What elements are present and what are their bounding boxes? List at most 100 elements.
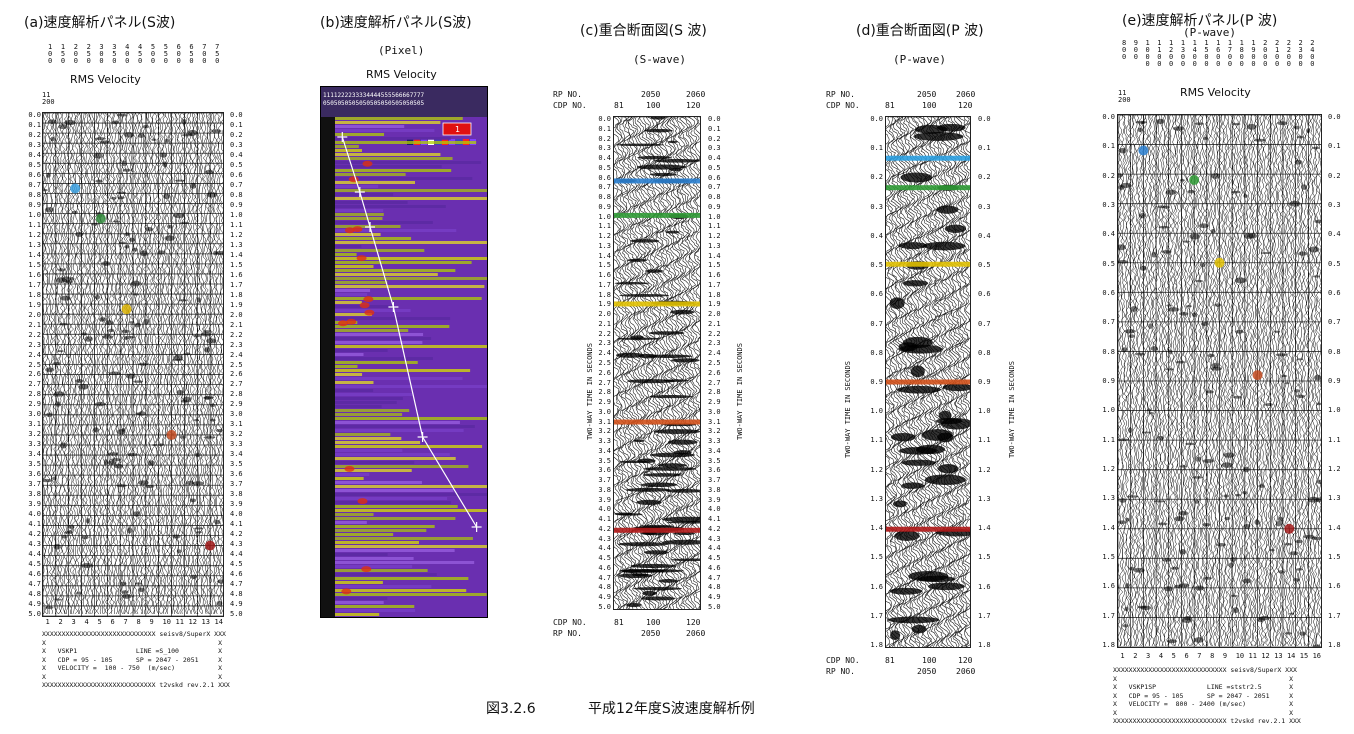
panel-e-semblance-blob xyxy=(1139,265,1147,271)
panel-a-time-right-tick: 1.5 xyxy=(230,260,243,269)
panel-d-reflector xyxy=(896,385,941,394)
panel-a-time-right-tick: 2.5 xyxy=(230,360,243,369)
panel-e-trace xyxy=(1311,115,1316,647)
panel-c-rp-label-bottom: RP NO. xyxy=(553,629,582,638)
panel-b-semblance-band xyxy=(335,537,473,540)
panel-e-trace xyxy=(1146,115,1151,646)
panel-b-semblance-band xyxy=(335,397,403,400)
panel-a-time-right-tick: 3.0 xyxy=(230,410,243,419)
panel-e-trace xyxy=(1176,115,1181,647)
panel-a-time-left-tick: 4.0 xyxy=(28,510,41,519)
panel-a-semblance-blob xyxy=(123,335,135,339)
panel-a-semblance-blob xyxy=(123,132,134,138)
panel-c-horizon xyxy=(614,419,700,425)
panel-a-semblance-blob xyxy=(145,484,155,489)
panel-a-trace xyxy=(123,113,128,615)
panel-d-reflector xyxy=(901,459,936,466)
panel-e-time-left-tick: 0.0 xyxy=(1102,113,1115,121)
panel-b-hotspot xyxy=(341,588,352,595)
panel-a-time-right-tick: 2.6 xyxy=(230,370,243,379)
panel-e-time-right-tick: 1.2 xyxy=(1328,465,1341,473)
panel-a-trace xyxy=(200,113,205,615)
panel-e-trace xyxy=(1246,115,1250,647)
panel-e-bottom-tick: 15 xyxy=(1299,652,1309,660)
panel-e-trace xyxy=(1178,115,1183,647)
panel-e-semblance-blob xyxy=(1284,632,1293,635)
panel-d-reflector xyxy=(938,410,952,421)
panel-b-semblance-band xyxy=(335,405,382,408)
panel-a-semblance-blob xyxy=(67,530,73,534)
panel-a-semblance-blob xyxy=(151,138,157,141)
panel-b-semblance-band xyxy=(335,549,455,552)
panel-a-trace xyxy=(162,113,167,615)
panel-b-semblance-band xyxy=(335,269,456,272)
panel-b-semblance-band xyxy=(335,533,394,536)
panel-c-time-right-tick: 1.9 xyxy=(708,300,721,309)
panel-c-reflector xyxy=(661,539,700,545)
panel-a-time-left-tick: 0.4 xyxy=(28,150,41,159)
panel-c-reflector xyxy=(630,563,676,569)
panel-a-time-left-tick: 3.8 xyxy=(28,490,41,499)
panel-a-time-right-tick: 4.5 xyxy=(230,560,243,569)
panel-b-semblance-band xyxy=(335,365,358,368)
panel-a-semblance-blob xyxy=(193,419,200,422)
panel-e-semblance-blob xyxy=(1232,607,1239,614)
panel-a-time-left-tick: 3.9 xyxy=(28,500,41,509)
panel-e-semblance-blob xyxy=(1128,427,1133,434)
panel-b-semblance-band xyxy=(335,441,421,444)
panel-d-cdp-tick-81-top: 81 xyxy=(885,101,895,110)
panel-b-semblance-band xyxy=(335,253,357,256)
panel-c-rp-label-top: RP NO. xyxy=(553,90,582,99)
panel-d-horizon xyxy=(886,379,970,385)
panel-c-reflector xyxy=(630,239,660,243)
panel-a-time-right-tick: 2.9 xyxy=(230,400,243,409)
panel-e-semblance-blob xyxy=(1189,233,1201,240)
panel-e-semblance-blob xyxy=(1246,123,1257,130)
panel-e-time-left-tick: 0.1 xyxy=(1102,142,1115,151)
panel-e-velocity-pick xyxy=(1284,523,1295,534)
panel-a-semblance-blob xyxy=(213,250,218,256)
panel-a-time-right-tick: 0.5 xyxy=(230,160,243,169)
panel-a-time-right-tick: 0.8 xyxy=(230,190,243,199)
panel-c-reflector xyxy=(643,473,683,477)
panel-a-semblance-blob xyxy=(105,320,113,326)
panel-a-time-right-tick: 3.4 xyxy=(230,450,243,459)
panel-c-time-left-tick: 3.3 xyxy=(598,437,611,446)
panel-a-time-right-tick: 3.2 xyxy=(230,430,243,439)
panel-a-time-right-tick: 3.8 xyxy=(230,490,243,499)
panel-e-trace xyxy=(1203,115,1208,647)
panel-e-trace xyxy=(1157,115,1162,647)
panel-e-semblance-blob xyxy=(1210,173,1221,179)
panel-a-trace xyxy=(112,113,117,615)
panel-e-trace xyxy=(1303,115,1308,647)
panel-b-semblance-band xyxy=(335,377,463,380)
panel-a-time-left-tick: 3.1 xyxy=(28,420,41,429)
panel-a-semblance-blob xyxy=(195,531,203,534)
panel-c-time-right-tick: 1.1 xyxy=(708,222,721,231)
panel-e-trace xyxy=(1294,115,1299,647)
panel-c-time-right-tick: 4.7 xyxy=(708,573,721,582)
panel-e-semblance-blob xyxy=(1166,639,1178,644)
panel-e-trace xyxy=(1186,115,1191,647)
panel-d-reflector xyxy=(944,224,967,233)
panel-c-time-right-tick: 2.5 xyxy=(708,359,721,367)
panel-b-semblance-band xyxy=(335,449,403,452)
panel-e-trace xyxy=(1216,115,1221,647)
panel-a-time-right-tick: 2.3 xyxy=(230,340,243,349)
panel-a-time-left-tick: 1.8 xyxy=(28,290,41,299)
panel-a-semblance-blob xyxy=(93,152,103,159)
panel-c-cdp-label-top: CDP NO. xyxy=(553,101,587,110)
panel-e-semblance-blob xyxy=(1165,368,1174,371)
panel-a-time-left-tick: 0.2 xyxy=(28,130,41,139)
panel-b-semblance-band xyxy=(335,141,477,144)
panel-a-time-left-tick: 2.8 xyxy=(28,390,41,399)
panel-b-semblance-band xyxy=(335,469,412,472)
panel-c-reflector xyxy=(637,155,672,160)
panel-b-semblance-band xyxy=(335,233,381,236)
panel-a-velocity-tick: 3 5 0 xyxy=(112,43,117,65)
panel-c-reflector xyxy=(663,379,690,382)
panel-e-velocity-tick: 1 0 0 0 xyxy=(1145,39,1150,68)
panel-b-semblance-band xyxy=(335,509,487,512)
panel-e-semblance-blob xyxy=(1148,323,1153,329)
panel-c-reflector xyxy=(625,487,671,492)
